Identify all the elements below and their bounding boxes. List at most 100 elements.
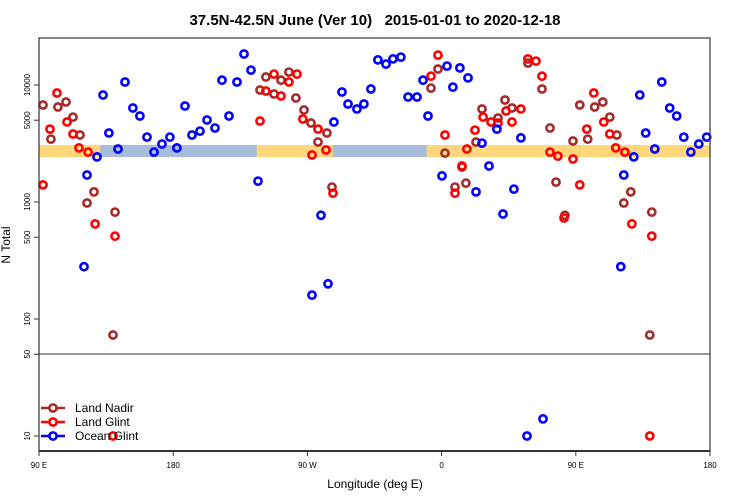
y-tick-label: 10 [23,431,32,440]
x-tick-label: 180 [703,461,717,470]
data-point [537,71,547,82]
data-point [610,142,621,153]
x-tick-label: 90 E [568,461,584,470]
data-point [255,116,265,126]
data-point [701,132,712,142]
data-point [232,77,242,87]
data-point [423,111,433,121]
x-tick-label: 0 [439,461,444,470]
data-point [509,184,519,194]
data-point [395,52,406,62]
data-point [321,145,331,155]
data-point [618,170,629,180]
data-point [625,186,636,197]
legend-label: Land Glint [75,415,130,429]
data-point [640,128,651,138]
data-point [477,104,487,114]
data-point [74,142,84,153]
data-point [545,123,555,133]
data-point [678,132,689,142]
y-tick-label: 1000 [23,193,32,211]
chart-title: 37.5N-42.5N June (Ver 10) 2015-01-01 to … [189,12,560,29]
land-strip-segment [426,145,710,157]
data-point [313,124,323,135]
data-point [180,101,190,111]
data-point [693,139,704,149]
data-points [38,49,712,441]
data-point [388,54,398,64]
data-point [574,179,585,190]
data-point [61,97,71,107]
data-point [433,64,443,74]
data-point [328,188,338,199]
data-point [523,54,533,64]
data-point [253,176,263,186]
data-point [104,128,114,138]
data-point [671,111,682,121]
data-point [568,136,578,146]
data-point [351,104,362,114]
data-point [537,84,547,94]
data-point [316,210,326,221]
data-point [664,103,675,113]
data-point [120,77,130,87]
data-point [381,59,391,69]
data-point [321,128,332,138]
y-axis-label: N Total [0,226,13,263]
data-point [110,231,120,242]
data-point [38,100,48,110]
data-point [239,49,249,59]
y-tick-label: 100 [23,312,32,326]
data-point [501,106,511,116]
data-point [493,113,503,123]
data-point [646,231,657,242]
data-point [46,134,56,144]
data-point [634,90,645,100]
data-point [276,75,286,86]
data-point [110,207,120,217]
data-point [604,129,615,139]
data-point [588,88,599,98]
data-point [343,99,353,109]
data-point [260,72,271,82]
data-point [171,142,182,153]
data-point [313,137,323,147]
data-point [597,97,608,107]
data-point [283,67,294,77]
data-point [224,111,234,121]
data-point [500,95,510,105]
data-point [79,261,89,272]
data-point [553,151,563,161]
data-point [246,65,256,75]
data-point [426,83,436,93]
land-strip-segment [256,145,333,157]
data-point [644,330,655,340]
data-point [292,69,302,79]
data-point [450,188,460,199]
data-point [581,124,592,135]
data-point [618,198,629,208]
data-point [134,111,145,121]
data-point [433,50,443,60]
data-point [426,71,436,82]
data-point [646,207,657,217]
y-tick-label: 10000 [23,73,32,96]
data-point [628,151,639,162]
legend-marker [48,403,58,413]
data-point [260,86,271,96]
y-tick-label: 500 [23,230,32,244]
data-point [545,147,555,157]
data-point [299,105,309,115]
y-axis-ticks: 10 50 100 500 1000 5000 10000 [23,73,39,440]
data-point [522,431,532,441]
data-point [157,139,167,149]
data-point [437,170,447,181]
data-point [507,117,517,127]
x-tick-label: 180 [167,461,181,470]
data-point [582,134,593,144]
data-point [164,132,175,142]
data-point [306,118,316,128]
data-point [297,114,308,124]
data-point [656,77,667,87]
